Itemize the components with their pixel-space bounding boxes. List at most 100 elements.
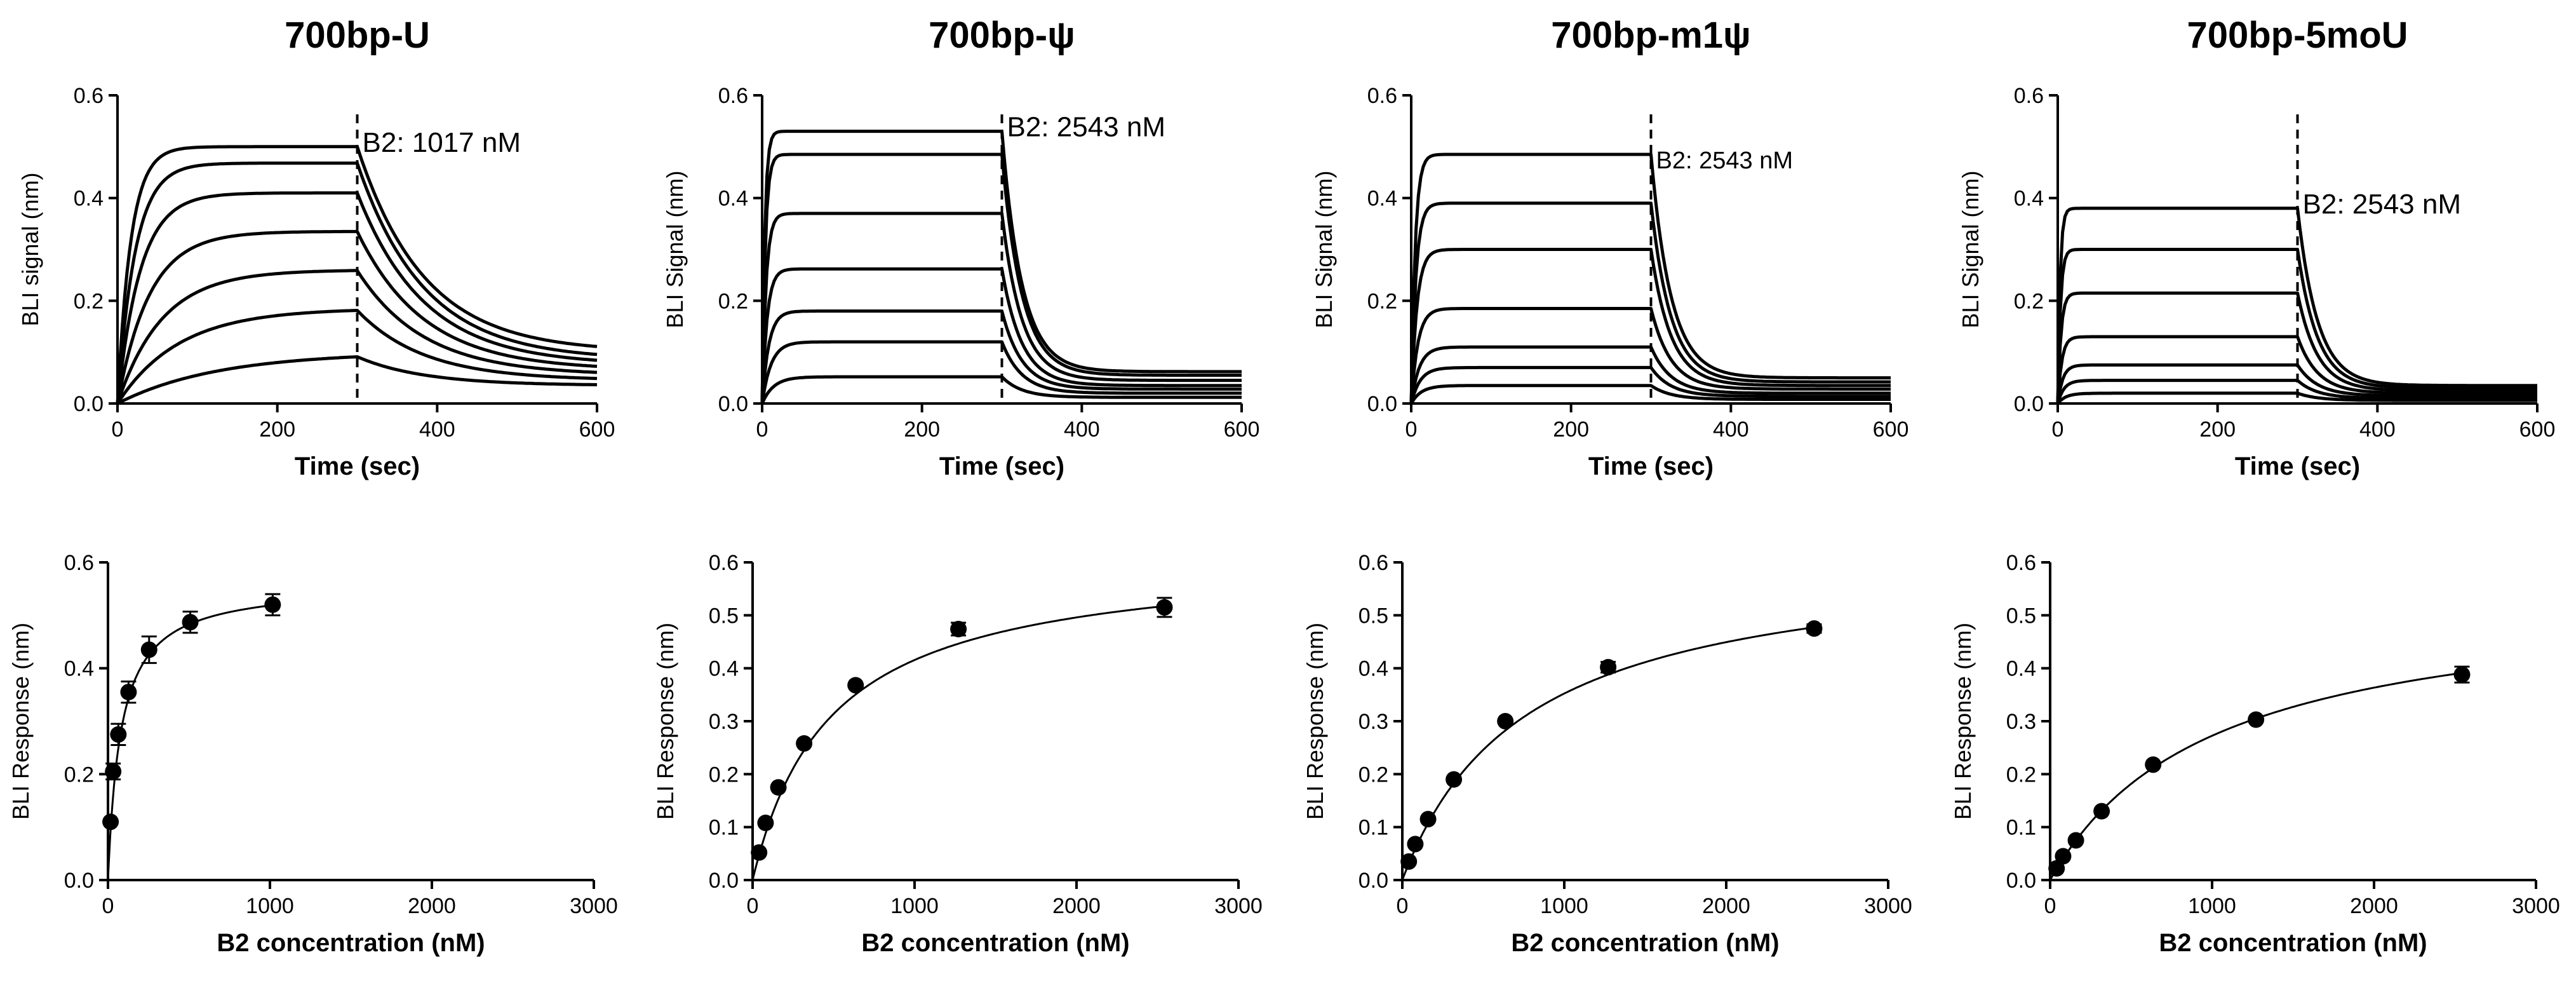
- x-tick-label: 0: [2044, 894, 2056, 918]
- trace-c2: [760, 340, 1242, 404]
- y-tick-label: 0.5: [1358, 604, 1388, 628]
- trace-c6: [760, 153, 1242, 404]
- trace-c4: [116, 229, 598, 404]
- data-point: [1407, 836, 1424, 853]
- y-axis-label: BLI Response (nm): [652, 623, 678, 820]
- trace-c7: [2056, 207, 2537, 404]
- chart-bottom-1: 0 1000 2000 3000 0.0 0.2 0.4 0.6 B2 concentratio…: [8, 551, 618, 957]
- data-point: [770, 779, 787, 796]
- y-axis-label: BLI Response (nm): [1950, 623, 1976, 820]
- x-tick-label: 3000: [570, 894, 618, 918]
- annotation-label: B2: 2543 nM: [1656, 147, 1793, 174]
- y-tick-label: 0.2: [2014, 289, 2044, 313]
- y-tick-label: 0.6: [2014, 84, 2044, 108]
- data-point: [1446, 771, 1463, 788]
- panel-title: 700bp-ψ: [929, 15, 1075, 56]
- y-tick-label: 0.6: [2006, 551, 2036, 575]
- x-axis-label: Time (sec): [295, 452, 420, 480]
- y-tick-label: 0.0: [709, 869, 739, 893]
- data-point: [182, 614, 199, 631]
- y-axis-label: BLI Signal (nm): [662, 170, 688, 328]
- data-point: [120, 684, 137, 701]
- y-tick-label: 0.5: [709, 604, 739, 628]
- y-tick-label: 0.2: [1358, 763, 1388, 787]
- x-tick-label: 200: [904, 417, 940, 442]
- y-tick-label: 0.3: [1358, 710, 1388, 734]
- data-point: [2453, 666, 2471, 683]
- data-point: [1400, 853, 1418, 870]
- trace-c1: [2056, 391, 2537, 405]
- trace-c5: [1409, 248, 1891, 404]
- data-point: [1497, 713, 1514, 729]
- data-point: [264, 596, 281, 613]
- trace-c7: [116, 145, 598, 404]
- trace-c3: [760, 309, 1242, 404]
- x-tick-label: 2000: [1702, 894, 1750, 918]
- trace-c5: [2056, 291, 2537, 404]
- y-tick-label: 0.4: [1367, 187, 1397, 211]
- y-tick-label: 0.2: [64, 763, 94, 787]
- chart-top-4: 700bp-5moU 0 200 400 600 0.0 0.2 0.4 0.6 Time (se…: [1957, 15, 2555, 480]
- x-axis-label: Time (sec): [2235, 452, 2360, 480]
- x-axis-label: B2 concentration (nM): [861, 929, 1129, 957]
- y-axis-label: BLI Response (nm): [8, 623, 34, 820]
- y-tick-label: 0.2: [709, 763, 739, 787]
- trace-c6: [1409, 201, 1891, 404]
- y-axis-label: BLI Response (nm): [1302, 623, 1328, 820]
- chart-top-1: 700bp-U 0 200 400 600 0.0 0.2 0.4 0.6 Time (sec) B…: [17, 15, 615, 480]
- y-tick-label: 0.4: [2014, 187, 2044, 211]
- fit-curve: [751, 605, 1163, 881]
- trace-c2: [1409, 365, 1891, 404]
- x-tick-label: 600: [2519, 417, 2556, 442]
- x-tick-label: 400: [419, 417, 455, 442]
- x-axis-label: B2 concentration (nM): [1511, 929, 1779, 957]
- data-point: [950, 621, 967, 637]
- x-tick-label: 400: [1713, 417, 1749, 442]
- x-tick-label: 2000: [2350, 894, 2398, 918]
- chart-bottom-3: 0 1000 2000 3000 0.0 0.1 0.2 0.3 0.4 0.5 0.6 B2 con…: [1302, 551, 1912, 957]
- y-tick-label: 0.3: [2006, 710, 2036, 734]
- panel-title: 700bp-5moU: [2187, 15, 2408, 56]
- y-tick-label: 0.4: [1358, 657, 1388, 681]
- data-point: [796, 735, 813, 752]
- data-point: [110, 726, 127, 743]
- y-axis-label: BLI Signal (nm): [1311, 170, 1337, 328]
- data-point: [751, 844, 768, 861]
- chart-bottom-4: 0 1000 2000 3000 0.0 0.1 0.2 0.3 0.4 0.5 0.6 B2 con…: [1950, 551, 2560, 957]
- y-tick-label: 0.6: [1367, 84, 1397, 108]
- y-tick-label: 0.4: [709, 657, 739, 681]
- y-tick-label: 0.3: [709, 710, 739, 734]
- y-tick-label: 0.6: [1358, 551, 1388, 575]
- y-tick-label: 0.4: [74, 187, 104, 211]
- y-axis-label: BLI Signal (nm): [1957, 170, 1983, 328]
- x-tick-label: 3000: [2512, 894, 2560, 918]
- trace-c3: [116, 269, 598, 404]
- trace-c2: [2056, 379, 2537, 404]
- x-tick-label: 600: [1873, 417, 1909, 442]
- data-point: [757, 815, 774, 831]
- data-point: [2248, 711, 2265, 728]
- y-axis-label: BLI signal (nm): [17, 172, 43, 326]
- data-point: [1156, 599, 1173, 616]
- x-tick-label: 2000: [408, 894, 456, 918]
- data-point: [140, 641, 158, 658]
- y-tick-label: 0.4: [718, 187, 748, 211]
- y-tick-label: 0.0: [2014, 392, 2044, 416]
- data-point: [2093, 803, 2110, 820]
- panel-title: 700bp-m1ψ: [1551, 15, 1750, 56]
- y-tick-label: 0.0: [1358, 869, 1388, 893]
- x-tick-label: 2000: [1052, 894, 1101, 918]
- data-point: [2055, 848, 2072, 865]
- y-tick-label: 0.2: [74, 289, 104, 313]
- x-tick-label: 0: [112, 417, 124, 442]
- y-tick-label: 0.4: [2006, 657, 2036, 681]
- data-point: [2145, 756, 2162, 773]
- x-tick-label: 1000: [890, 894, 939, 918]
- data-point: [105, 763, 122, 780]
- y-tick-label: 0.6: [64, 551, 94, 575]
- trace-c5: [760, 212, 1242, 404]
- chart-top-3: 700bp-m1ψ 0 200 400 600 0.0 0.2 0.4 0.6 Time (sec…: [1311, 15, 1909, 480]
- x-tick-label: 200: [259, 417, 295, 442]
- x-tick-label: 600: [1224, 417, 1260, 442]
